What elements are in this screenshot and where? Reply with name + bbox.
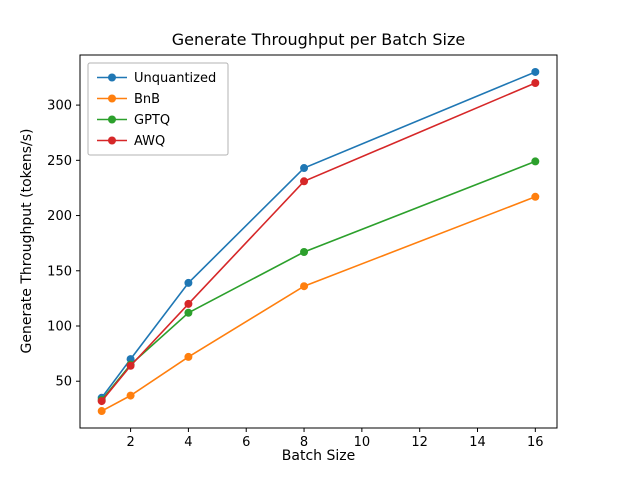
legend-marker-sample — [108, 136, 116, 145]
series-marker-awq — [184, 299, 193, 308]
x-tick-label: 10 — [354, 435, 371, 450]
y-tick-label: 150 — [47, 264, 72, 279]
series-line-bnb — [101, 196, 536, 412]
series-marker-gptq — [300, 247, 309, 256]
legend-label-gptq: GPTQ — [134, 113, 170, 128]
series-marker-bnb — [531, 192, 540, 201]
x-axis-label: Batch Size — [281, 448, 356, 464]
x-tick-label: 6 — [242, 435, 250, 450]
y-tick-label: 300 — [47, 99, 72, 114]
legend-label-unquantized: Unquantized — [134, 71, 216, 86]
series-marker-bnb — [184, 352, 193, 361]
x-tick-label: 8 — [300, 435, 308, 450]
x-tick-label: 12 — [411, 435, 428, 450]
legend-marker-sample — [108, 115, 116, 124]
series-marker-awq — [531, 78, 540, 87]
series-marker-unquantized — [126, 355, 135, 364]
legend-box — [87, 62, 229, 156]
x-tick-label: 2 — [126, 435, 134, 450]
series-marker-gptq — [531, 157, 540, 166]
series-marker-awq — [97, 397, 106, 406]
y-tick-label: 100 — [47, 319, 72, 334]
y-tick-label: 200 — [47, 209, 72, 224]
series-marker-bnb — [126, 391, 135, 400]
x-tick-label: 16 — [527, 435, 544, 450]
legend-marker-sample — [108, 73, 116, 82]
y-axis-label: Generate Throughput (tokens/s) — [19, 128, 35, 354]
series-marker-gptq — [184, 308, 193, 317]
chart-title: Generate Throughput per Batch Size — [171, 30, 466, 49]
series-marker-unquantized — [531, 67, 540, 76]
legend-label-awq: AWQ — [134, 134, 165, 149]
series-marker-bnb — [300, 282, 309, 291]
x-tick-label: 14 — [469, 435, 486, 450]
axes-frame — [79, 54, 558, 429]
y-tick-label: 250 — [47, 154, 72, 169]
series-marker-awq — [126, 361, 135, 370]
series-marker-unquantized — [184, 278, 193, 287]
series-marker-bnb — [97, 407, 106, 416]
series-marker-awq — [300, 177, 309, 186]
y-tick-label: 50 — [55, 375, 72, 390]
legend-marker-sample — [108, 94, 116, 103]
x-tick-label: 4 — [184, 435, 192, 450]
legend-label-bnb: BnB — [134, 92, 160, 107]
series-marker-unquantized — [300, 164, 309, 173]
